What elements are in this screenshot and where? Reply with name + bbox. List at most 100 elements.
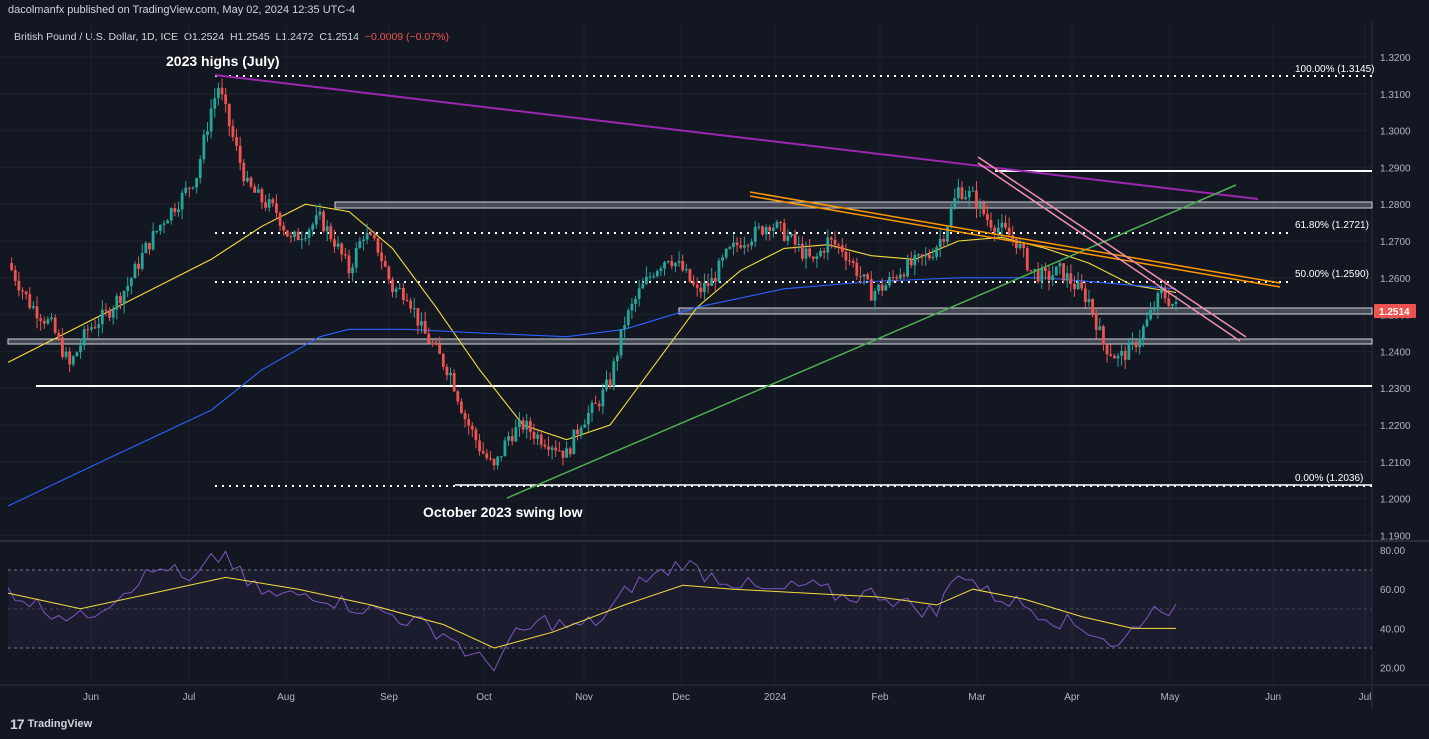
candle-body bbox=[993, 227, 997, 233]
candle-body bbox=[24, 291, 28, 295]
support-zone-lower bbox=[7, 338, 1373, 345]
candle-body bbox=[213, 98, 217, 109]
candle-body bbox=[1004, 222, 1007, 228]
price-tick-label: 1.2100 bbox=[1380, 458, 1411, 469]
tradingview-brand[interactable]: 17 TradingView bbox=[10, 716, 92, 732]
candle-body bbox=[256, 189, 260, 193]
candle-body bbox=[964, 197, 968, 200]
candle-body bbox=[387, 266, 391, 280]
candle-body bbox=[1149, 310, 1153, 320]
candle-body bbox=[1000, 222, 1004, 228]
price-tick-label: 1.2800 bbox=[1380, 200, 1411, 211]
candle-body bbox=[931, 256, 935, 259]
candle-body bbox=[1152, 309, 1156, 311]
candle-body bbox=[811, 256, 815, 259]
candles bbox=[10, 78, 1178, 471]
candle-body bbox=[441, 353, 445, 367]
candle-body bbox=[557, 450, 561, 452]
candle-body bbox=[311, 224, 315, 230]
candle-body bbox=[126, 285, 130, 292]
candle-body bbox=[554, 447, 558, 451]
publisher-line: dacolmanfx published on TradingView.com,… bbox=[8, 4, 356, 16]
candle-body bbox=[637, 288, 641, 299]
candle-body bbox=[1120, 350, 1123, 356]
candle-body bbox=[819, 250, 822, 257]
candle-body bbox=[1127, 342, 1131, 360]
candle-body bbox=[1029, 270, 1033, 272]
candle-body bbox=[1109, 354, 1113, 356]
candle-body bbox=[405, 299, 409, 301]
candle-body bbox=[177, 209, 180, 213]
candle-body bbox=[1141, 326, 1145, 339]
time-axis: Jun Jul Aug Sep Oct Nov Dec 2024 Feb Mar Apr May Jun… bbox=[83, 692, 1371, 703]
candle-body bbox=[93, 327, 97, 329]
candle-body bbox=[231, 126, 235, 138]
candle-body bbox=[815, 256, 819, 259]
candle-body bbox=[514, 427, 518, 442]
candle-body bbox=[880, 284, 884, 291]
candle-body bbox=[282, 225, 286, 231]
candle-body bbox=[844, 251, 848, 261]
candle-body bbox=[1025, 248, 1029, 271]
candle-body bbox=[264, 202, 267, 208]
time-tick-label: Jul bbox=[183, 692, 196, 703]
candle-body bbox=[64, 351, 68, 357]
candle-body bbox=[260, 189, 264, 203]
candle-body bbox=[688, 269, 692, 282]
candle-body bbox=[224, 94, 228, 105]
time-tick-label: Nov bbox=[575, 692, 593, 703]
candle-body bbox=[790, 234, 793, 237]
candle-body bbox=[888, 277, 891, 286]
price-tick-label: 1.1900 bbox=[1380, 531, 1411, 542]
candle-body bbox=[851, 260, 855, 263]
candle-body bbox=[645, 276, 648, 284]
candle-body bbox=[873, 291, 877, 301]
candle-body bbox=[314, 215, 318, 225]
symbol-name[interactable]: British Pound / U.S. Dollar, 1D, ICE bbox=[14, 31, 178, 43]
candle-body bbox=[358, 241, 362, 249]
candle-body bbox=[220, 87, 224, 95]
candle-body bbox=[499, 456, 503, 458]
candle-body bbox=[771, 227, 775, 231]
candle-body bbox=[191, 187, 195, 189]
candle-body bbox=[713, 278, 717, 282]
price-tick-label: 1.2400 bbox=[1380, 347, 1411, 358]
candle-body bbox=[1058, 263, 1062, 267]
candle-body bbox=[982, 202, 986, 215]
candle-body bbox=[1116, 355, 1120, 359]
downtrend-line-purple bbox=[214, 74, 1259, 200]
candle-body bbox=[133, 263, 137, 279]
candle-body bbox=[401, 288, 405, 300]
candle-body bbox=[793, 234, 797, 245]
candle-body bbox=[61, 337, 64, 357]
candle-body bbox=[576, 429, 579, 435]
candle-body bbox=[547, 446, 550, 450]
candle-body bbox=[895, 277, 899, 279]
candle-body bbox=[735, 242, 739, 246]
candle-body bbox=[271, 199, 275, 204]
candle-body bbox=[227, 104, 231, 127]
channel-line-orange-2 bbox=[749, 195, 1281, 288]
candle-body bbox=[1134, 341, 1138, 348]
candle-body bbox=[775, 221, 779, 228]
candle-body bbox=[742, 245, 746, 248]
candle-body bbox=[296, 231, 300, 241]
candle-body bbox=[242, 162, 246, 182]
candle-body bbox=[800, 243, 804, 259]
candle-body bbox=[347, 255, 351, 274]
candle-body bbox=[423, 321, 427, 334]
candle-body bbox=[996, 227, 1000, 233]
candle-body bbox=[518, 420, 521, 428]
last-price-tag bbox=[1374, 304, 1416, 318]
candle-body bbox=[478, 440, 481, 452]
candle-body bbox=[909, 259, 913, 266]
last-price-label: 1.2514 bbox=[1379, 307, 1410, 318]
candle-body bbox=[119, 295, 122, 304]
candle-body bbox=[507, 436, 510, 441]
grid bbox=[0, 22, 1372, 685]
candle-body bbox=[1069, 273, 1073, 284]
candle-body bbox=[510, 436, 514, 442]
candle-body bbox=[180, 192, 184, 210]
price-tick-label: 1.2000 bbox=[1380, 495, 1411, 506]
